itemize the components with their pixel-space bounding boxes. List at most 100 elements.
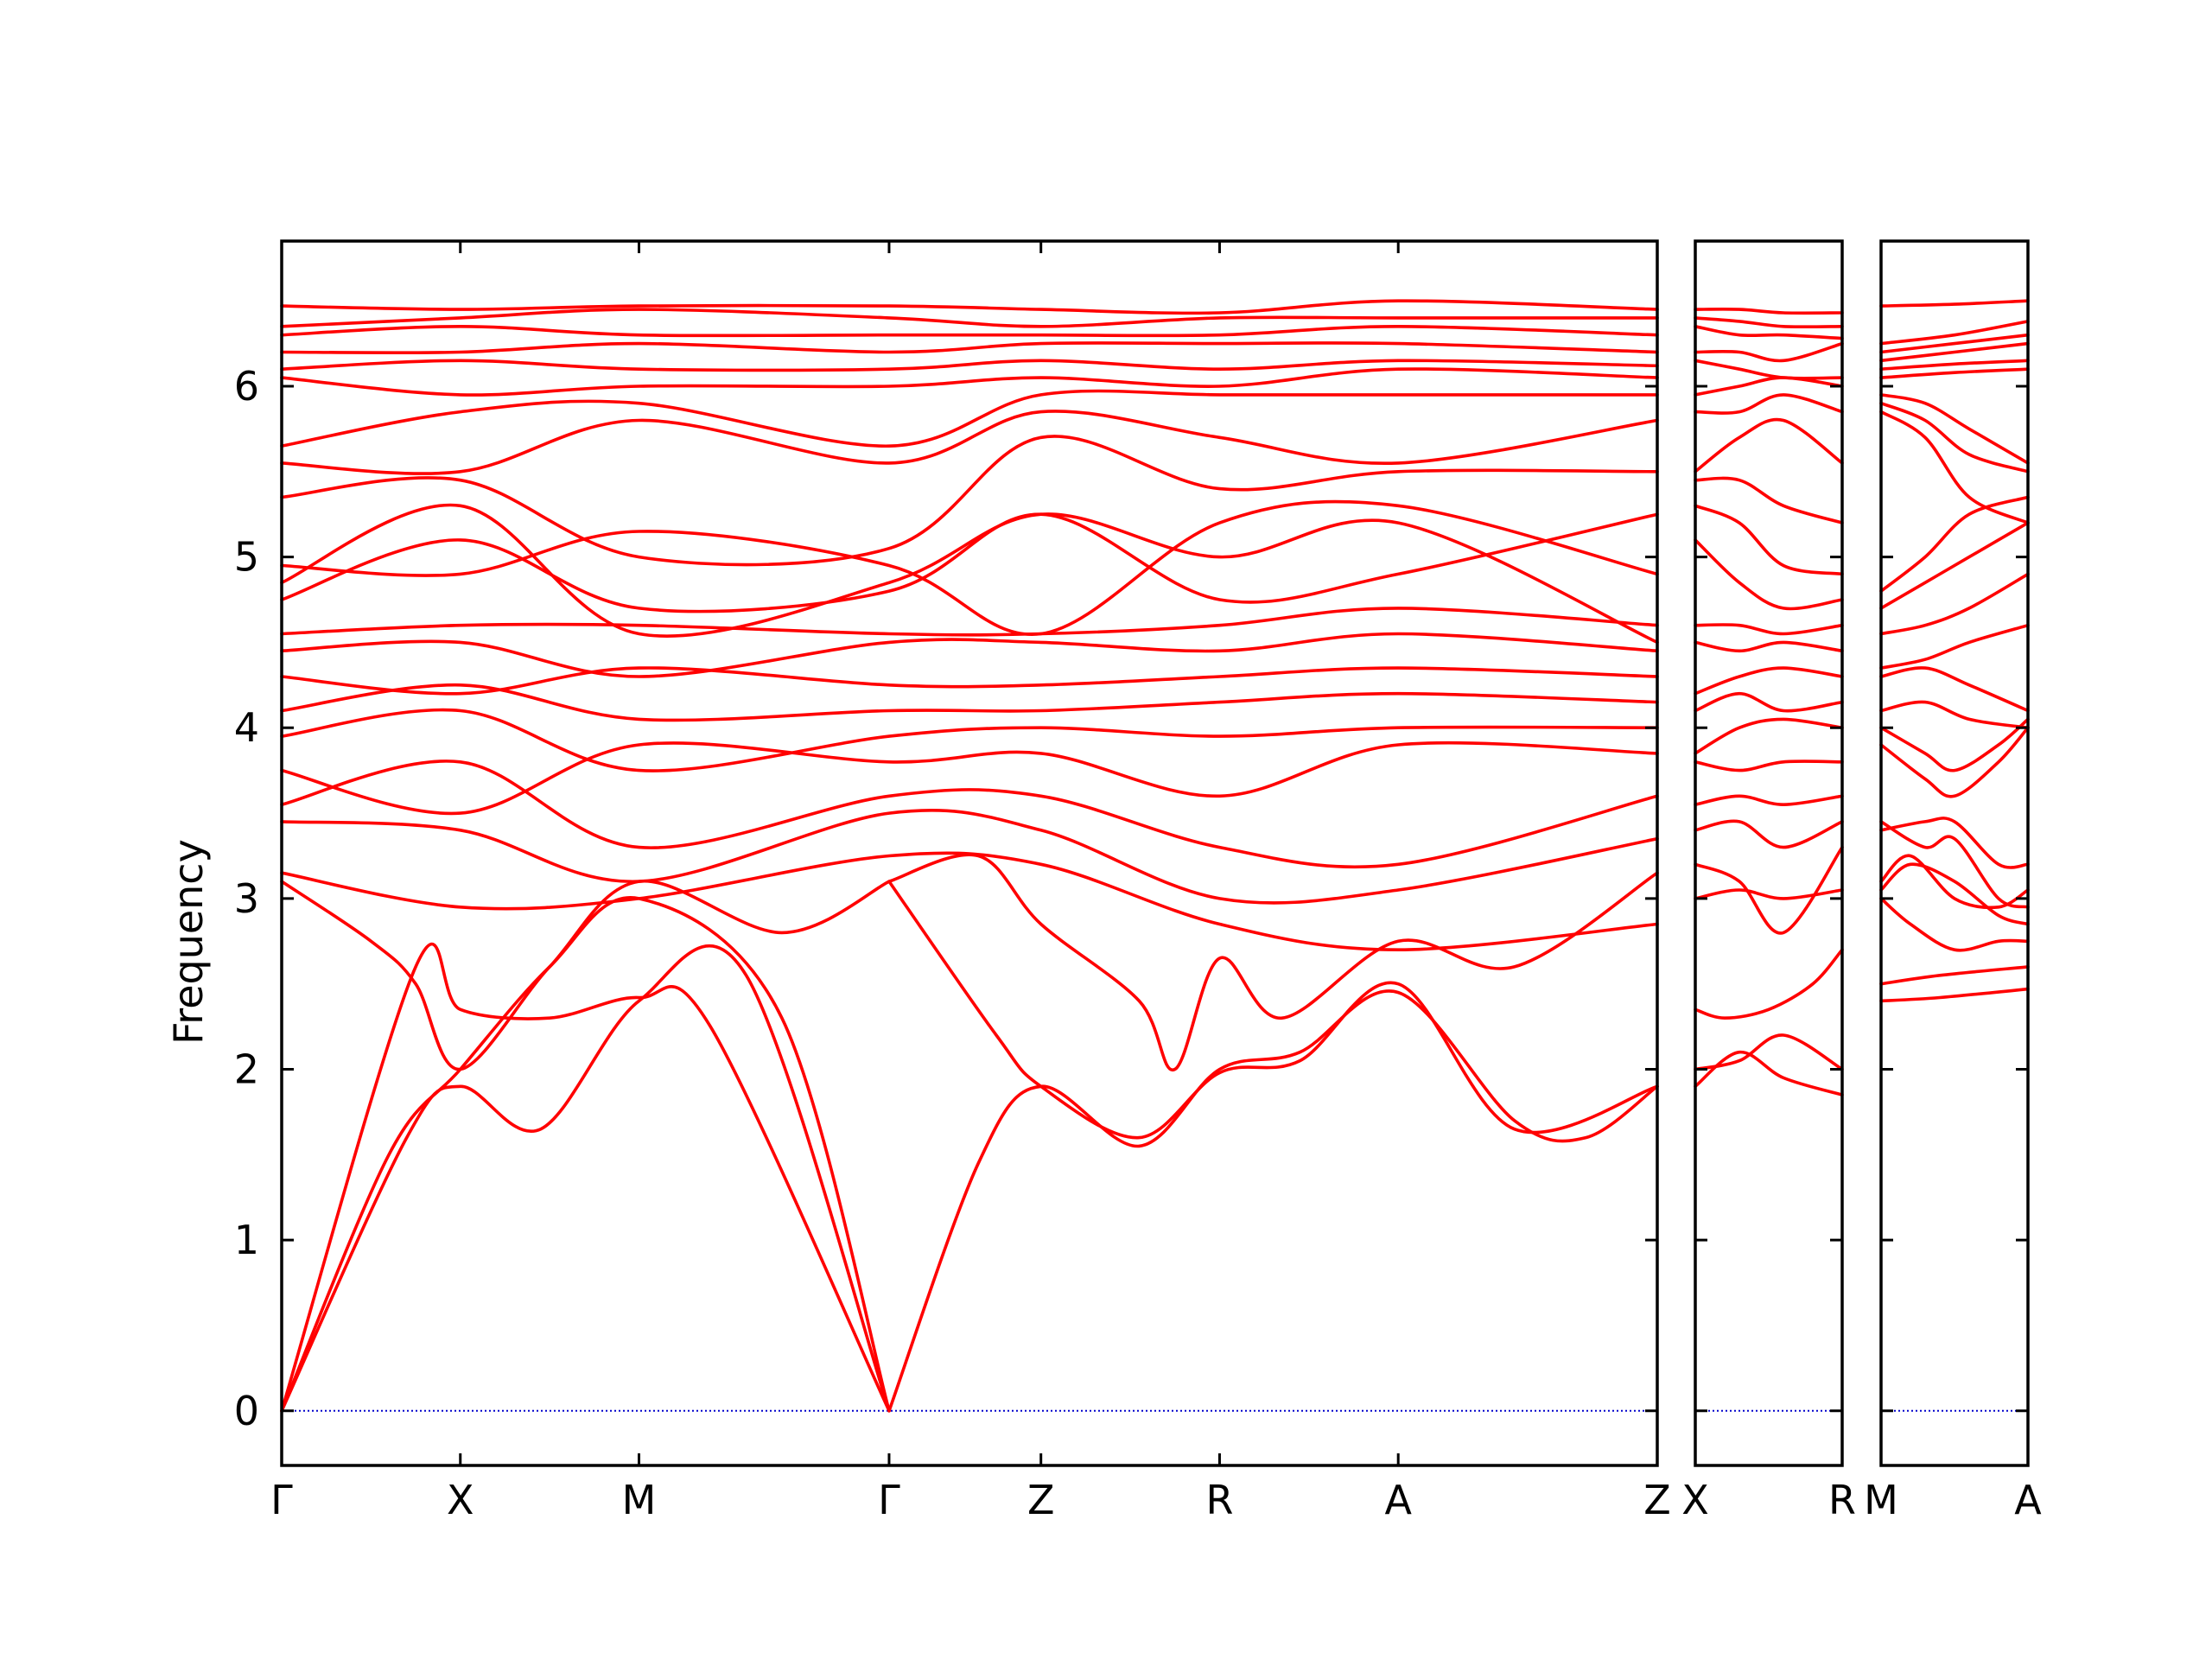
band-line-21 [1879, 333, 2030, 354]
band-line-7 [280, 851, 1659, 951]
plot-frame [1694, 239, 1844, 1467]
band-line-16 [1694, 417, 1844, 474]
band-line-8 [1694, 717, 1844, 755]
band-line-9 [280, 760, 1659, 869]
band-line-12 [280, 683, 1659, 722]
x-tick-label: Γ [878, 1477, 900, 1523]
band-line-23 [280, 359, 1659, 372]
band-line-20 [280, 410, 1659, 475]
band-line-21 [280, 389, 1659, 448]
band-line-19 [280, 435, 1659, 567]
band-line-13 [1879, 521, 2030, 610]
band-line-23 [1879, 299, 2030, 308]
bands [1879, 299, 2030, 1003]
y-tick-label: 2 [234, 1046, 259, 1093]
x-tick-label: R [1205, 1477, 1233, 1523]
band-line-26 [280, 308, 1659, 328]
y-tick-label: 3 [234, 875, 259, 922]
plot-frame [1879, 239, 2030, 1467]
band-line-20 [1879, 341, 2030, 363]
y-tick-label: 1 [234, 1217, 259, 1263]
x-tick-label: Γ [270, 1477, 293, 1523]
band-line-20 [1694, 341, 1844, 363]
band-line-13 [1694, 538, 1844, 611]
band-line-7 [1694, 760, 1844, 772]
y-tick-label: 0 [234, 1388, 259, 1434]
band-line-15 [1694, 476, 1844, 524]
band-line-25 [280, 325, 1659, 338]
bands [1694, 307, 1844, 1096]
band-line-22 [280, 367, 1659, 397]
band-line-15 [280, 607, 1659, 637]
bands [280, 299, 1659, 1413]
x-tick-label: M [622, 1477, 657, 1523]
band-line-14 [1694, 504, 1844, 576]
band-line-6 [887, 853, 1659, 1071]
x-tick-label: R [1828, 1477, 1856, 1523]
band-line-27 [280, 299, 1659, 315]
band-line-11 [280, 708, 1659, 772]
band-line-10 [1694, 666, 1844, 696]
band-line-2 [1879, 897, 2030, 952]
band-line-5 [1879, 817, 2030, 869]
band-line-21 [1694, 325, 1844, 340]
band-line-3 [280, 879, 891, 1071]
band-line-5 [1694, 819, 1844, 849]
band-line-1 [1694, 1033, 1844, 1071]
band-line-4 [887, 989, 1659, 1413]
band-line-10 [1879, 666, 2030, 713]
band-line-24 [280, 341, 1659, 355]
band-line-0 [280, 944, 891, 1413]
band-line-1 [280, 895, 891, 1413]
band-line-19 [1879, 359, 2030, 371]
band-line-17 [1879, 393, 2030, 465]
x-tick-label: M [1864, 1477, 1898, 1523]
band-line-6 [1694, 794, 1844, 806]
band-line-0 [1879, 987, 2030, 1003]
band-line-2 [1694, 948, 1844, 1020]
band-line-2 [280, 942, 891, 1413]
y-tick-label: 6 [234, 363, 259, 410]
y-axis-title: Frequency [165, 839, 212, 1045]
band-line-16 [1879, 401, 2030, 474]
band-line-4 [1694, 845, 1844, 935]
band-line-22 [1694, 316, 1844, 329]
band-line-7 [1879, 726, 2030, 798]
band-line-8 [1879, 717, 2030, 772]
band-line-13 [280, 666, 1659, 696]
band-line-11 [1879, 623, 2030, 670]
band-line-15 [1879, 410, 2030, 524]
band-line-14 [280, 632, 1659, 678]
x-tick-label: Z [1643, 1477, 1671, 1523]
band-line-18 [1694, 376, 1844, 397]
band-line-18 [1879, 367, 2030, 379]
plot-frame [280, 239, 1659, 1467]
y-tick-label: 4 [234, 704, 259, 751]
x-tick-label: A [2014, 1477, 2042, 1523]
y-tick-label: 5 [234, 534, 259, 581]
band-line-16 [280, 512, 1659, 613]
band-line-3 [1879, 862, 2030, 926]
x-tick-label: Z [1027, 1477, 1055, 1523]
band-line-0 [1694, 1050, 1844, 1096]
x-tick-label: X [447, 1477, 474, 1523]
band-line-11 [1694, 640, 1844, 653]
band-line-3 [1694, 888, 1844, 900]
band-line-10 [280, 741, 1659, 816]
band-line-8 [280, 808, 1659, 905]
band-line-22 [1879, 320, 2030, 346]
band-line-23 [1694, 307, 1844, 315]
band-line-18 [280, 499, 1659, 636]
band-line-1 [1879, 965, 2030, 986]
band-line-14 [1879, 495, 2030, 593]
band-line-9 [1694, 691, 1844, 713]
x-tick-label: X [1681, 1477, 1709, 1523]
band-line-12 [1694, 623, 1844, 636]
band-line-17 [1694, 393, 1844, 415]
band-line-6 [1879, 820, 2030, 909]
